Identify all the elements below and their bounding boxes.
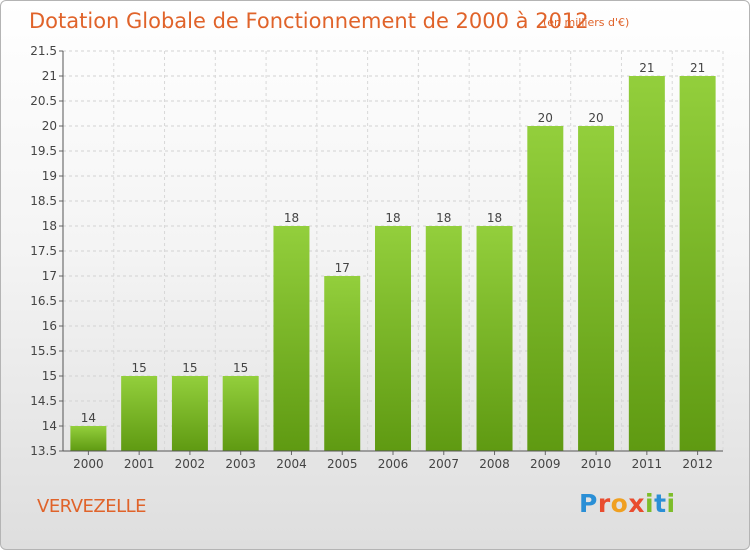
y-tick-label: 19	[42, 169, 57, 183]
x-tick-label-2000: 2000	[73, 457, 104, 471]
bar-2006	[375, 226, 411, 451]
y-tick-label: 18	[42, 219, 57, 233]
data-label-2007: 18	[436, 211, 451, 225]
data-label-2012: 21	[690, 61, 705, 75]
x-tick-label-2003: 2003	[225, 457, 256, 471]
axes: 13.5 14 14.5 15 15.5 16 16.5 17 17.5 18 18.5 19 19.5…	[30, 44, 723, 471]
logo-letter: o	[610, 489, 629, 518]
data-label-2004: 18	[284, 211, 299, 225]
bar-2000	[70, 426, 107, 451]
y-tick-label: 18.5	[30, 194, 57, 208]
x-tick-label-2002: 2002	[175, 457, 206, 471]
data-label-2005: 17	[335, 261, 350, 275]
proxiti-logo: Proxiti	[579, 489, 676, 518]
y-tick-label: 16.5	[30, 294, 57, 308]
y-tick-label: 17	[42, 269, 57, 283]
logo-letter: t	[654, 489, 667, 518]
data-label-2008: 18	[487, 211, 502, 225]
data-label-2006: 18	[385, 211, 400, 225]
data-label-2009: 20	[538, 111, 553, 125]
data-label-2010: 20	[588, 111, 603, 125]
y-tick-label: 20	[42, 119, 57, 133]
chart-title: Dotation Globale de Fonctionnement de 20…	[29, 9, 589, 33]
data-label-2011: 21	[639, 61, 654, 75]
x-tick-label-2001: 2001	[124, 457, 155, 471]
place-name: VERVEZELLE	[37, 496, 147, 517]
bar-2007	[425, 226, 462, 451]
y-tick-label: 14.5	[30, 394, 57, 408]
data-label-2000: 14	[81, 411, 96, 425]
bar-2002	[171, 376, 208, 451]
x-tick-label-2004: 2004	[276, 457, 307, 471]
y-tick-label: 20.5	[30, 94, 57, 108]
bar-2012	[679, 76, 716, 451]
chart-subtitle: (en milliers d'€)	[543, 16, 630, 29]
x-tick-label-2010: 2010	[581, 457, 612, 471]
bar-2011	[628, 76, 665, 451]
logo-letter: i	[666, 489, 676, 518]
y-tick-label: 15	[42, 369, 57, 383]
x-tick-label-2009: 2009	[530, 457, 561, 471]
y-tick-label: 16	[42, 319, 57, 333]
data-label-2003: 15	[233, 361, 248, 375]
x-tick-label-2005: 2005	[327, 457, 358, 471]
logo-letter: P	[579, 489, 598, 518]
bar-2003	[222, 376, 259, 451]
y-tick-label: 13.5	[30, 444, 57, 458]
bar-2008	[476, 226, 513, 451]
x-tick-label-2012: 2012	[682, 457, 713, 471]
bar-2005	[324, 276, 361, 451]
bar-2009	[527, 126, 564, 451]
y-tick-label: 14	[42, 419, 57, 433]
data-label-2001: 15	[132, 361, 147, 375]
x-tick-label-2007: 2007	[428, 457, 459, 471]
bar-2001	[121, 376, 158, 451]
x-tick-label-2011: 2011	[632, 457, 663, 471]
bars	[70, 76, 716, 451]
bar-2004	[273, 226, 310, 451]
y-tick-label: 15.5	[30, 344, 57, 358]
data-labels: 14 15 15 15 18 17 18 18 18 20 20 21 21	[81, 61, 706, 425]
y-tick-label: 19.5	[30, 144, 57, 158]
logo-letter: r	[597, 489, 611, 518]
y-tick-label: 21	[42, 69, 57, 83]
x-tick-label-2006: 2006	[378, 457, 409, 471]
data-label-2002: 15	[182, 361, 197, 375]
logo-letter: x	[628, 489, 645, 518]
logo-letter: i	[645, 489, 655, 518]
bar-2010	[578, 126, 615, 451]
x-tick-label-2008: 2008	[479, 457, 510, 471]
y-tick-label: 21.5	[30, 44, 57, 58]
y-tick-label: 17.5	[30, 244, 57, 258]
